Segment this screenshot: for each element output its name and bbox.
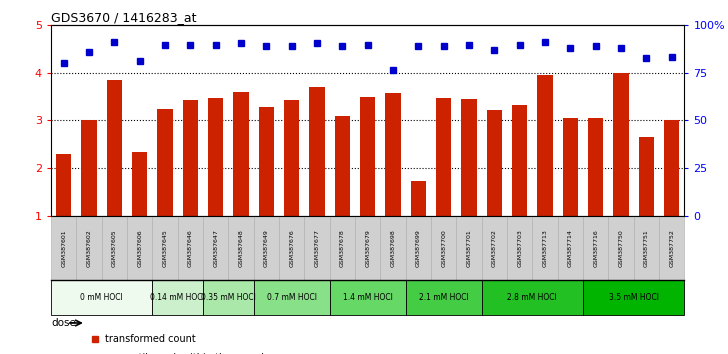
Bar <box>234 92 248 216</box>
Text: GSM387605: GSM387605 <box>112 229 116 267</box>
Text: GSM387713: GSM387713 <box>542 229 547 267</box>
Bar <box>583 216 609 280</box>
Text: GSM387750: GSM387750 <box>619 229 623 267</box>
Bar <box>512 105 527 216</box>
Text: GSM387649: GSM387649 <box>264 229 269 267</box>
Bar <box>157 109 173 216</box>
Bar <box>309 87 325 216</box>
Bar <box>558 216 583 280</box>
Bar <box>487 110 502 216</box>
Bar <box>537 75 553 216</box>
Bar <box>563 118 578 216</box>
Bar <box>335 116 350 216</box>
Text: dose: dose <box>51 318 76 328</box>
Bar <box>664 120 679 216</box>
Bar <box>330 216 355 280</box>
Text: GSM387678: GSM387678 <box>340 229 345 267</box>
Text: GSM387646: GSM387646 <box>188 229 193 267</box>
Text: GDS3670 / 1416283_at: GDS3670 / 1416283_at <box>51 11 197 24</box>
Bar <box>405 280 482 315</box>
Text: 0.35 mM HOCl: 0.35 mM HOCl <box>201 293 256 302</box>
Bar <box>638 137 654 216</box>
Text: GSM387702: GSM387702 <box>492 229 496 267</box>
Bar <box>507 216 532 280</box>
Bar <box>405 216 431 280</box>
Text: GSM387714: GSM387714 <box>568 229 573 267</box>
Text: GSM387606: GSM387606 <box>137 229 142 267</box>
Bar <box>385 93 400 216</box>
Text: percentile rank within the sample: percentile rank within the sample <box>105 353 270 354</box>
Text: GSM387699: GSM387699 <box>416 229 421 267</box>
Bar <box>208 97 223 216</box>
Text: 3.5 mM HOCl: 3.5 mM HOCl <box>609 293 659 302</box>
Text: GSM387647: GSM387647 <box>213 229 218 267</box>
Text: GSM387679: GSM387679 <box>365 229 370 267</box>
Bar <box>532 216 558 280</box>
Bar <box>203 280 253 315</box>
Text: GSM387645: GSM387645 <box>162 229 167 267</box>
Bar <box>229 216 253 280</box>
Text: 0.14 mM HOCl: 0.14 mM HOCl <box>150 293 205 302</box>
Bar <box>431 216 456 280</box>
Text: GSM387716: GSM387716 <box>593 229 598 267</box>
Text: GSM387700: GSM387700 <box>441 229 446 267</box>
Bar <box>304 216 330 280</box>
Bar <box>76 216 102 280</box>
Bar <box>127 216 152 280</box>
Bar <box>330 280 405 315</box>
Bar <box>482 216 507 280</box>
Bar <box>51 216 76 280</box>
Bar <box>583 280 684 315</box>
Bar <box>102 216 127 280</box>
Text: GSM387677: GSM387677 <box>314 229 320 267</box>
Text: GSM387648: GSM387648 <box>239 229 243 267</box>
Text: GSM387752: GSM387752 <box>669 229 674 267</box>
Bar <box>609 216 633 280</box>
Text: GSM387698: GSM387698 <box>390 229 395 267</box>
Bar <box>82 120 97 216</box>
Bar <box>253 280 330 315</box>
Text: 1.4 mM HOCl: 1.4 mM HOCl <box>343 293 392 302</box>
Bar <box>51 280 152 315</box>
Bar <box>132 152 147 216</box>
Text: GSM387751: GSM387751 <box>644 229 649 267</box>
Bar <box>178 216 203 280</box>
Text: 2.1 mM HOCl: 2.1 mM HOCl <box>419 293 469 302</box>
Bar <box>279 216 304 280</box>
Bar <box>380 216 405 280</box>
Text: 0 mM HOCl: 0 mM HOCl <box>80 293 123 302</box>
Bar <box>482 280 583 315</box>
Text: 0.7 mM HOCl: 0.7 mM HOCl <box>266 293 317 302</box>
Bar <box>56 154 71 216</box>
Bar <box>360 97 375 216</box>
Text: GSM387602: GSM387602 <box>87 229 92 267</box>
Bar <box>436 97 451 216</box>
Text: GSM387703: GSM387703 <box>517 229 522 267</box>
Bar <box>659 216 684 280</box>
Bar <box>456 216 482 280</box>
Text: GSM387701: GSM387701 <box>467 229 472 267</box>
Bar <box>152 216 178 280</box>
Bar <box>258 107 274 216</box>
Bar <box>462 99 477 216</box>
Bar <box>355 216 380 280</box>
Bar <box>183 101 198 216</box>
Text: GSM387601: GSM387601 <box>61 229 66 267</box>
Bar <box>253 216 279 280</box>
Bar <box>411 181 426 216</box>
Bar <box>284 101 299 216</box>
Text: GSM387676: GSM387676 <box>289 229 294 267</box>
Bar <box>614 73 628 216</box>
Bar <box>633 216 659 280</box>
Bar <box>107 80 122 216</box>
Bar <box>588 118 604 216</box>
Bar <box>152 280 203 315</box>
Bar <box>203 216 229 280</box>
Text: transformed count: transformed count <box>105 334 196 344</box>
Text: 2.8 mM HOCl: 2.8 mM HOCl <box>507 293 557 302</box>
